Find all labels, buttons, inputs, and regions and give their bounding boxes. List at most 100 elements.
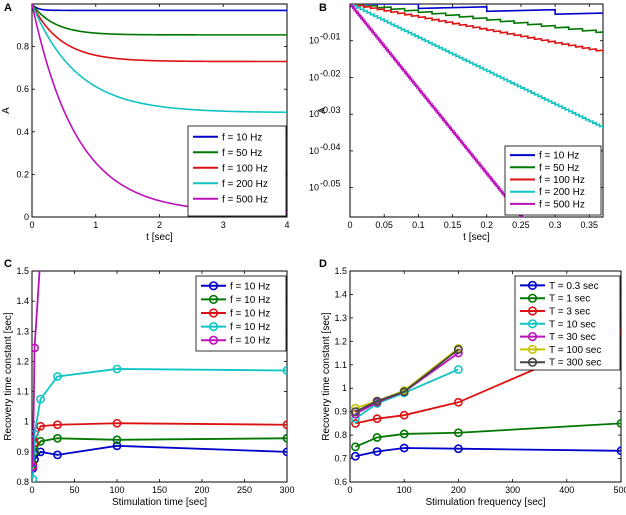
y-tick-label: 0.8 <box>16 42 29 52</box>
series-line-2 <box>350 4 603 34</box>
y-tick-label: 0.4 <box>16 127 29 137</box>
x-tick-label: 0.1 <box>412 220 425 230</box>
y-tick-label: 0.6 <box>16 84 29 94</box>
legend-entry: T = 3 sec <box>549 307 590 318</box>
legend-entry: f = 10 Hz <box>230 322 270 333</box>
x-tick-label: 250 <box>237 485 252 495</box>
y-tick-label: 0 <box>24 212 29 222</box>
y-tick-label-base: 10 <box>309 72 319 82</box>
series-6-point <box>351 403 360 413</box>
y-tick-label-base: 10 <box>309 146 319 156</box>
x-tick-label: 0 <box>29 220 34 230</box>
x-tick-label: 150 <box>152 485 167 495</box>
legend-marker <box>527 306 538 316</box>
series-line-3 <box>355 331 621 425</box>
legend-marker <box>527 332 538 342</box>
series-3-point <box>53 420 62 430</box>
legend-entry: f = 500 Hz <box>539 199 585 210</box>
series-line-4 <box>32 4 287 114</box>
legend-entry: T = 100 sec <box>549 345 601 356</box>
y-tick-label: 0.6 <box>334 477 347 487</box>
y-tick-label-exponent: -0.01 <box>320 32 341 42</box>
x-tick-label: 4 <box>284 220 289 230</box>
series-line-1 <box>355 447 621 458</box>
series-7-point <box>453 345 463 354</box>
legend-marker <box>208 308 219 318</box>
legend-entry: f = 10 Hz <box>230 281 270 292</box>
legend-entry: f = 50 Hz <box>222 148 262 159</box>
series-3-point <box>399 410 409 420</box>
series-7-point <box>372 396 382 406</box>
x-axis-label: Stimulation frequency [sec] <box>425 497 545 508</box>
legend-entry: f = 200 Hz <box>222 179 268 190</box>
legend-marker <box>208 322 219 332</box>
y-tick-label: 1.3 <box>16 326 29 336</box>
y-axis-label: Recovery time constant [sec] <box>3 312 14 441</box>
y-tick-label: 1.2 <box>16 356 29 366</box>
series-2-point <box>399 429 409 439</box>
legend-entry: f = 50 Hz <box>539 163 579 174</box>
x-tick-label: 0.15 <box>444 220 462 230</box>
series-4-point <box>282 366 287 375</box>
legend-entry: T = 10 sec <box>549 319 596 330</box>
y-tick-label: 0.8 <box>16 477 29 487</box>
legend-entry: T = 30 sec <box>549 332 596 343</box>
series-line-4 <box>32 368 287 480</box>
y-tick-label-exponent: -0.05 <box>320 179 341 189</box>
series-1-point <box>399 443 409 453</box>
x-tick-label: 0 <box>347 485 352 495</box>
legend-entry: f = 500 Hz <box>222 194 268 205</box>
x-tick-label: 400 <box>559 485 574 495</box>
y-tick-label: 1.5 <box>16 266 29 276</box>
legend-entry: T = 1 sec <box>549 294 590 305</box>
x-tick-label: 300 <box>279 485 294 495</box>
legend-marker <box>208 335 219 345</box>
series-1-point <box>453 444 463 454</box>
y-axis-label: A <box>317 107 328 114</box>
legend-entry: f = 10 Hz <box>230 336 270 347</box>
y-tick-label-exponent: -0.04 <box>320 142 341 152</box>
plot-frame <box>349 270 622 483</box>
panel-a-chart: 0 1 2 3 4 0 0.2 0.4 0.6 0.8 t [sec] Af = 10 Hz f = 5… <box>1 3 290 243</box>
series-1-point <box>351 451 360 461</box>
legend-entry: f = 10 Hz <box>230 295 270 306</box>
series-line-4 <box>350 4 603 129</box>
plot-area <box>350 4 603 217</box>
x-axis-label: t [sec] <box>146 232 173 243</box>
x-tick-label: 500 <box>613 485 626 495</box>
series-4-point <box>53 372 62 381</box>
x-tick-label: 0.3 <box>549 220 562 230</box>
y-tick-label-exponent: -0.03 <box>320 105 341 115</box>
legend-entry: T = 0.3 sec <box>549 281 599 292</box>
y-tick-label: 1.1 <box>334 360 347 370</box>
series-4-point <box>32 429 39 439</box>
x-tick-label: 3 <box>221 220 226 230</box>
series-2-point <box>36 436 45 446</box>
panel-c-chart: 0 50 100 150 200 250 300 0.8 0.9 1 1.1 1.2 1.3 1.4 1.5… <box>3 266 295 508</box>
y-tick-label-base: 10 <box>309 36 319 46</box>
x-tick-label: 200 <box>194 485 209 495</box>
y-axis-label: Recovery time constant [sec] <box>321 312 332 441</box>
panel-letter-a: A <box>4 2 12 14</box>
legend-marker <box>527 319 538 329</box>
series-4-point <box>453 365 463 374</box>
panel-letter-b: B <box>319 2 327 14</box>
x-tick-label: 0.25 <box>512 220 530 230</box>
series-2-point <box>453 428 463 438</box>
x-tick-label: 0.2 <box>480 220 493 230</box>
legend-entry: f = 10 Hz <box>230 309 270 320</box>
series-3-point <box>351 418 360 428</box>
series-3-point <box>282 420 287 430</box>
y-tick-label: 1.3 <box>334 313 347 323</box>
series-line-2 <box>32 4 287 36</box>
series-3-point <box>112 418 122 428</box>
y-tick-label: 0.9 <box>16 447 29 457</box>
y-tick-label: 1.4 <box>334 289 347 299</box>
series-1-point <box>372 447 382 456</box>
series-line-3 <box>350 4 603 53</box>
series-2-point <box>112 435 122 445</box>
y-tick-label: 1.4 <box>16 296 29 306</box>
y-tick-label: 1.5 <box>334 266 347 276</box>
